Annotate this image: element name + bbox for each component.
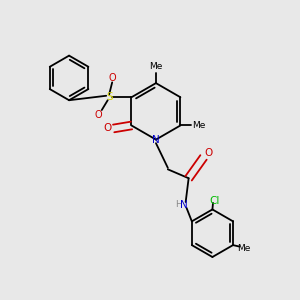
Text: N: N [180,200,188,210]
Text: S: S [106,92,112,102]
Text: Me: Me [238,244,251,253]
Text: O: O [103,124,111,134]
Text: O: O [95,110,103,120]
Text: Me: Me [149,62,163,71]
Text: O: O [204,148,212,158]
Text: Cl: Cl [210,196,220,206]
Text: H: H [175,200,181,209]
Text: Me: Me [192,121,206,130]
Text: N: N [152,135,160,145]
Text: O: O [108,73,116,83]
